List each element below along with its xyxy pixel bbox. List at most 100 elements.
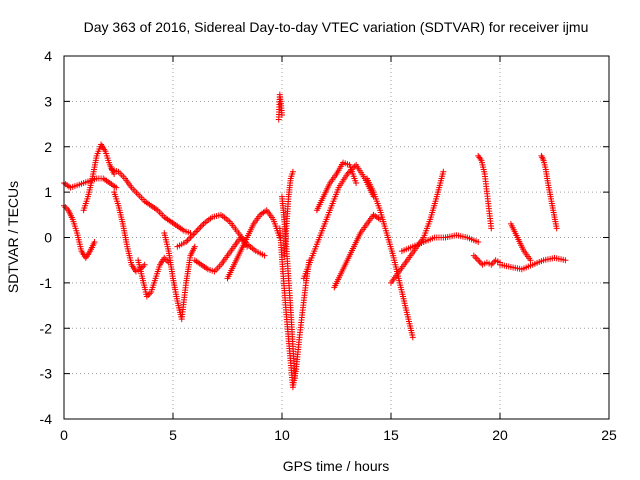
trace-arc-06 — [135, 254, 172, 300]
y-tick-label: 1 — [44, 184, 52, 200]
y-tick-label: -2 — [40, 320, 53, 336]
marker-segment — [409, 239, 425, 250]
data-point — [141, 261, 148, 268]
marker-segment — [333, 161, 345, 177]
trace-arc-09 — [191, 234, 251, 275]
data-point — [409, 334, 416, 341]
marker-segment — [549, 202, 560, 230]
marker-segment — [302, 259, 312, 286]
marker-segment — [377, 207, 389, 234]
marker-segment — [143, 290, 153, 300]
marker-segment — [191, 257, 203, 267]
marker-segment — [65, 207, 75, 221]
marker-segment — [84, 177, 95, 200]
marker-segment — [488, 258, 498, 268]
marker-segment — [154, 207, 166, 219]
marker-segment — [209, 212, 222, 221]
marker-segment — [180, 227, 192, 236]
marker-segment — [115, 202, 126, 225]
trace-arc-23 — [497, 254, 569, 273]
marker-segment — [481, 170, 491, 202]
marker-segment — [132, 267, 142, 275]
marker-segment — [174, 240, 187, 250]
marker-segment — [283, 196, 292, 232]
trace-arc-03 — [80, 141, 118, 214]
marker-segment — [100, 175, 112, 185]
trace-arc-08 — [174, 211, 268, 259]
marker-segment — [318, 209, 333, 236]
marker-segment — [289, 343, 298, 379]
x-tick-label: 0 — [60, 427, 68, 443]
x-tick-label: 25 — [601, 427, 617, 443]
marker-segment — [161, 214, 173, 224]
marker-segment — [74, 229, 84, 252]
trace-arc-19 — [388, 168, 447, 286]
trace-arc-05 — [111, 189, 148, 275]
chart-title: Day 363 of 2016, Sidereal Day-to-day VTE… — [84, 19, 589, 35]
marker-segment — [364, 175, 376, 194]
marker-segment — [178, 282, 189, 323]
marker-segment — [167, 218, 179, 229]
axis-ticks: 0 5 10 15 20 25 -4 -3 -2 -1 0 1 2 3 4 — [40, 48, 617, 443]
marker-segment — [128, 261, 138, 273]
marker-segment — [281, 227, 290, 259]
marker-segment — [280, 270, 290, 316]
marker-segment — [396, 279, 409, 311]
marker-segment — [285, 275, 294, 311]
y-tick-label: 4 — [44, 48, 52, 64]
marker-segment — [106, 180, 118, 190]
marker-segment — [139, 275, 150, 298]
data-point — [527, 257, 534, 264]
marker-segment — [299, 282, 309, 314]
marker-segment — [309, 232, 324, 259]
data-point — [191, 243, 198, 250]
marker-segment — [226, 218, 240, 235]
marker-segment — [529, 258, 545, 268]
marker-segment — [187, 245, 197, 259]
data-point — [113, 184, 120, 191]
marker-segment — [544, 180, 555, 207]
marker-segment — [93, 143, 104, 159]
trace-arc-24 — [538, 152, 560, 232]
x-tick-label: 10 — [274, 427, 290, 443]
marker-segment — [293, 336, 303, 373]
marker-segment — [191, 222, 206, 236]
marker-segment — [69, 216, 80, 234]
marker-segment — [279, 193, 287, 221]
marker-segment — [520, 248, 533, 262]
x-axis-label: GPS time / hours — [283, 458, 390, 474]
data-point — [553, 225, 560, 232]
x-tick-label: 15 — [383, 427, 399, 443]
trace-arc-25 — [507, 220, 534, 264]
marker-segment — [98, 141, 108, 153]
marker-segment — [183, 254, 194, 286]
marker-segment — [237, 236, 250, 255]
y-tick-label: -1 — [40, 275, 53, 291]
trace-arc-02 — [61, 202, 98, 261]
marker-segment — [93, 175, 105, 182]
trace-arc-22 — [475, 152, 495, 232]
marker-segment — [383, 229, 396, 257]
data-point — [475, 239, 482, 246]
marker-segment — [124, 243, 135, 266]
marker-segment — [420, 218, 433, 241]
marker-segment — [285, 177, 294, 200]
marker-segment — [344, 245, 357, 264]
marker-segment — [551, 254, 567, 263]
marker-segment — [427, 195, 440, 223]
marker-segment — [364, 213, 376, 227]
marker-segment — [283, 243, 292, 279]
marker-segment — [135, 191, 147, 203]
marker-segment — [335, 172, 350, 191]
marker-segment — [483, 259, 493, 267]
marker-segment — [211, 263, 223, 275]
marker-segment — [296, 309, 306, 341]
trace-arc-15 — [300, 161, 377, 282]
marker-segment — [89, 155, 100, 182]
y-tick-label: -3 — [40, 366, 53, 382]
marker-segment — [475, 152, 484, 162]
marker-segment — [326, 186, 341, 214]
marker-segment — [198, 261, 210, 272]
y-tick-label: 0 — [44, 230, 52, 246]
marker-segment — [453, 232, 469, 241]
